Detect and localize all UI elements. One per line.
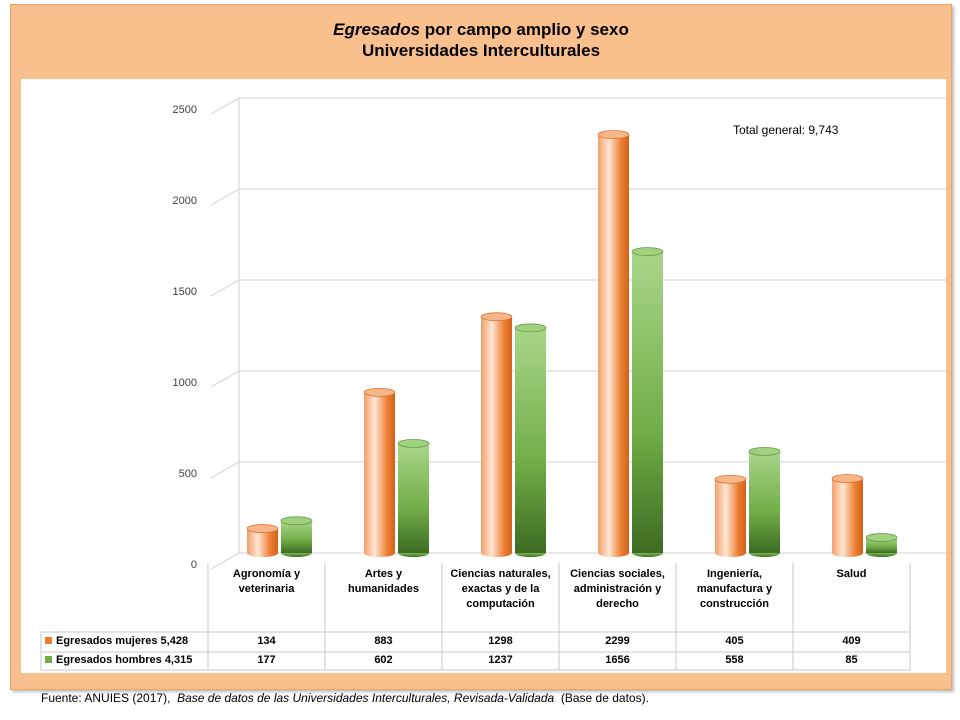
table-value: 2299 — [605, 635, 630, 647]
bar — [866, 537, 897, 553]
bar-cap — [280, 516, 313, 526]
grid-line — [210, 97, 946, 115]
source-title: Base de datos de las Universidades Inter… — [177, 691, 555, 705]
table-value: 405 — [725, 635, 744, 647]
bar-cap — [748, 447, 781, 456]
y-tick-label: 500 — [179, 468, 197, 480]
x-tick-label: Salud — [836, 568, 867, 580]
y-tick-label: 2500 — [173, 104, 197, 116]
grid-line — [210, 279, 946, 297]
legend-entry: Egresados mujeres 5,428 — [41, 632, 208, 650]
bar-cap — [597, 130, 630, 139]
bar — [832, 478, 863, 553]
plot-area: 0 500 1000 1500 2000 2500 Total general: 9,74… — [21, 79, 946, 673]
legend-entry: Egresados hombres 4,315 — [41, 651, 208, 669]
bar — [598, 134, 629, 553]
chart-title-emphasis: Egresados — [333, 20, 421, 39]
source: Fuente: ANUIES (2017), Base de datos de … — [41, 691, 649, 705]
table-value: 134 — [257, 635, 276, 647]
chart: 0 500 1000 1500 2000 2500 — [40, 97, 946, 671]
bar-cap — [514, 323, 547, 333]
legend-swatch — [45, 637, 52, 644]
bar-cap — [397, 439, 430, 448]
y-tick-label: 1000 — [173, 377, 197, 389]
source-text: Fuente: ANUIES (2017), — [41, 691, 171, 705]
bar — [398, 443, 429, 553]
table-value: 85 — [845, 654, 858, 666]
bar-cap — [714, 474, 747, 484]
source-text: (Base de datos). — [560, 691, 649, 705]
bar-cap — [480, 312, 513, 322]
x-tick-label: Ingeniería, manufactura y construcción — [696, 568, 773, 610]
table-value: 558 — [725, 654, 744, 666]
bar — [749, 451, 780, 553]
bar-cap — [831, 474, 864, 483]
x-tick-label: Ciencias sociales, administración y dere… — [570, 568, 665, 610]
legend-label: Egresados mujeres 5,428 — [56, 635, 189, 647]
grid-line — [210, 188, 946, 206]
chart-frame: Egresados por campo amplio y sexo Univer… — [10, 4, 952, 705]
bar — [515, 327, 546, 553]
bar — [715, 479, 746, 553]
annotation: Total general: 9,743 — [733, 123, 839, 137]
bar — [364, 392, 395, 553]
bar — [281, 520, 312, 553]
table-value: 1237 — [488, 654, 513, 666]
y-tick-label: 2000 — [173, 195, 197, 207]
y-tick-label: 1500 — [173, 286, 197, 298]
table-value: 1656 — [605, 654, 630, 666]
bar-cap — [631, 247, 664, 256]
table-value: 409 — [842, 635, 861, 647]
table-value: 883 — [374, 635, 393, 647]
y-tick-label: 0 — [191, 559, 197, 571]
table-value: 1298 — [488, 635, 513, 647]
x-tick-label: Agronomía y veterinaria — [232, 568, 301, 595]
x-tick-label: Artes y humanidades — [348, 568, 419, 595]
bar-cap — [363, 387, 396, 397]
table-value: 602 — [374, 654, 393, 666]
chart-subtitle: Universidades Interculturales — [361, 41, 601, 60]
bar-cap — [865, 533, 898, 542]
title-block: Egresados por campo amplio y sexo Univer… — [11, 19, 951, 61]
table-value: 177 — [257, 654, 276, 666]
x-tick-label: Ciencias naturales, exactas y de la comp… — [450, 568, 551, 610]
legend-label: Egresados hombres 4,315 — [56, 654, 193, 666]
chart-title: por campo amplio y sexo — [424, 20, 629, 39]
bar — [481, 316, 512, 553]
bar-cap — [246, 524, 279, 533]
legend-swatch — [45, 656, 52, 663]
bar — [632, 251, 663, 553]
grid-line — [210, 370, 946, 388]
